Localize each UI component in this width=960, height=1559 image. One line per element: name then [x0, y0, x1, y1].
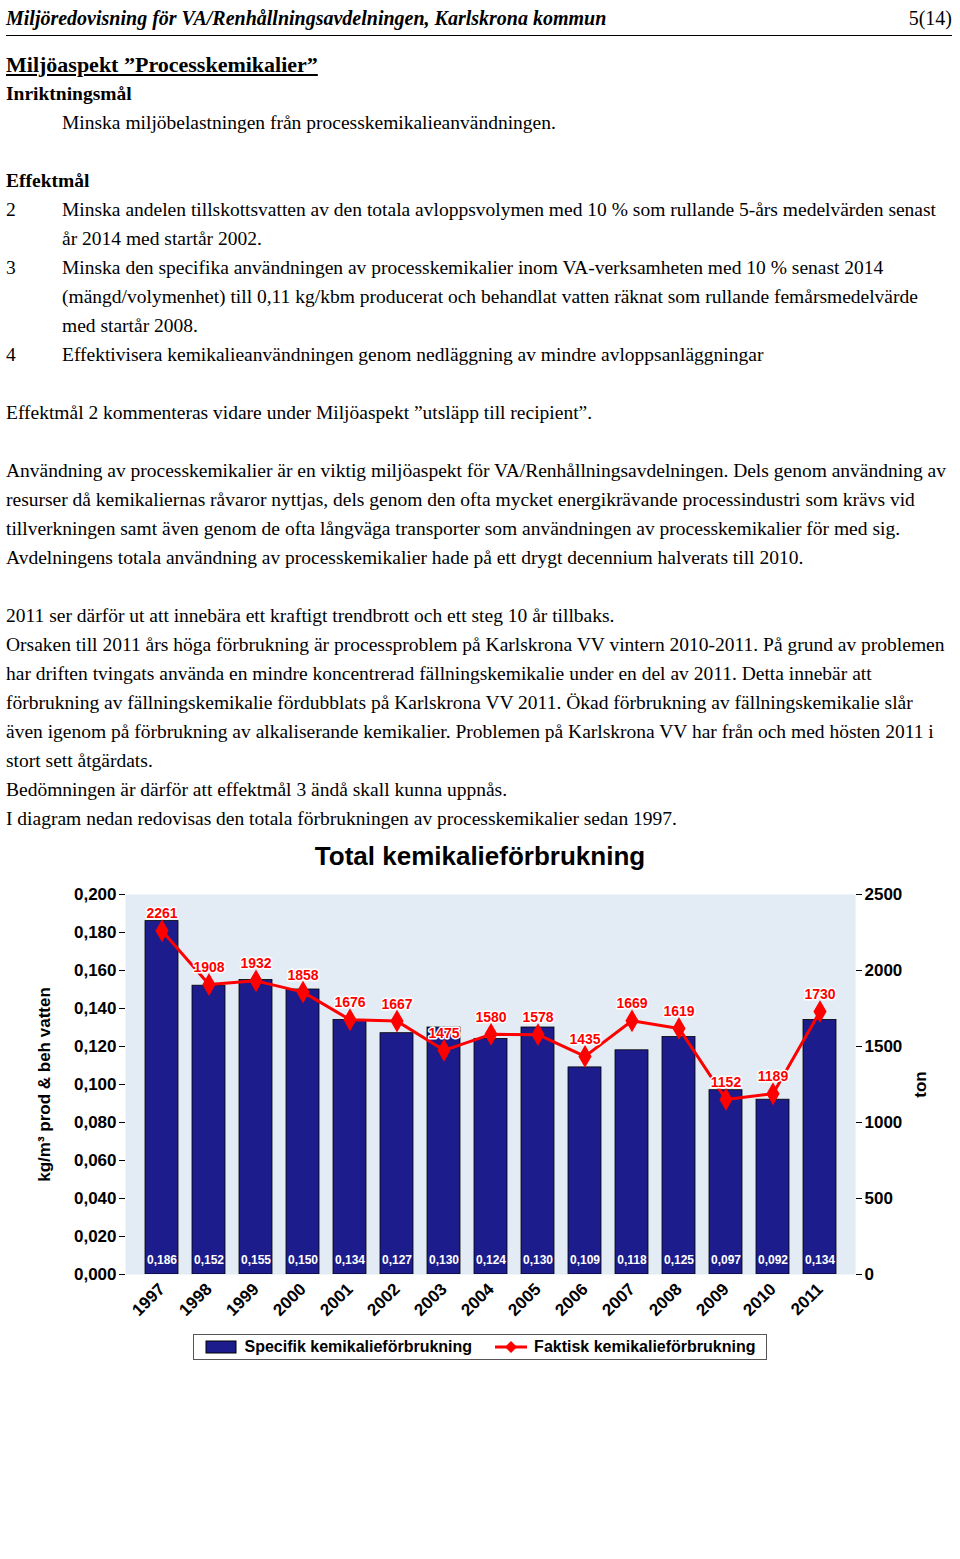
svg-text:0,152: 0,152 — [194, 1253, 224, 1267]
svg-text:0,100: 0,100 — [74, 1075, 117, 1094]
svg-text:0,140: 0,140 — [74, 999, 117, 1018]
svg-text:1908: 1908 — [193, 959, 224, 975]
svg-text:1667: 1667 — [381, 996, 412, 1012]
svg-text:0,120: 0,120 — [74, 1037, 117, 1056]
svg-text:2261: 2261 — [146, 905, 177, 921]
svg-text:1858: 1858 — [287, 967, 318, 983]
svg-text:2500: 2500 — [865, 885, 903, 904]
html-text:Bedömningen är därför att effe: Bedömningen är därför att effektmål 3 än… — [6, 779, 508, 800]
svg-text:0,020: 0,020 — [74, 1227, 117, 1246]
svg-text:500: 500 — [865, 1189, 893, 1208]
svg-text:0,180: 0,180 — [74, 923, 117, 942]
html-text:Specifik kemikalieförbrukning: Specifik kemikalieförbrukning — [244, 1338, 473, 1355]
html-text:Total kemikalieförbrukning: Total kemikalieförbrukning — [314, 841, 646, 871]
svg-text:1000: 1000 — [865, 1113, 903, 1132]
html-text:4: 4 — [6, 344, 16, 365]
html-text:Orsaken till 2011 års höga för: Orsaken till 2011 års höga förbrukning ä… — [6, 634, 945, 771]
svg-text:0,130: 0,130 — [429, 1253, 459, 1267]
svg-text:0,124: 0,124 — [476, 1253, 506, 1267]
html-text:Faktisk kemikalieförbrukning: Faktisk kemikalieförbrukning — [534, 1338, 756, 1355]
html-text:Avdelningens totala användning: Avdelningens totala användning av proces… — [6, 547, 804, 568]
svg-text:0,097: 0,097 — [711, 1253, 741, 1267]
svg-text:1580: 1580 — [475, 1009, 506, 1025]
svg-text:2000: 2000 — [865, 961, 903, 980]
html-text:Effektmål: Effektmål — [6, 170, 90, 191]
svg-text:0,118: 0,118 — [617, 1253, 647, 1267]
svg-text:1619: 1619 — [663, 1003, 694, 1019]
svg-text:0,040: 0,040 — [74, 1189, 117, 1208]
svg-text:0,000: 0,000 — [74, 1265, 117, 1284]
svg-text:2008: 2008 — [645, 1280, 685, 1320]
html-text:2011 ser därför ut att innebär: 2011 ser därför ut att innebära ett kraf… — [6, 605, 615, 626]
svg-text:0: 0 — [865, 1265, 874, 1284]
svg-text:0,186: 0,186 — [147, 1253, 177, 1267]
svg-text:1578: 1578 — [522, 1009, 553, 1025]
svg-text:2004: 2004 — [457, 1279, 498, 1320]
html-text:2: 2 — [6, 199, 16, 220]
svg-text:0,150: 0,150 — [288, 1253, 318, 1267]
svg-text:2010: 2010 — [739, 1280, 779, 1320]
svg-text:0,080: 0,080 — [74, 1113, 117, 1132]
svg-text:1999: 1999 — [222, 1280, 262, 1320]
svg-text:0,160: 0,160 — [74, 961, 117, 980]
html-text:Minska andelen tillskottsvatte: Minska andelen tillskottsvatten av den t… — [62, 199, 936, 249]
svg-text:1435: 1435 — [569, 1031, 600, 1047]
svg-text:2006: 2006 — [551, 1280, 591, 1320]
html-text:Minska miljöbelastningen från: Minska miljöbelastningen från processkem… — [62, 112, 556, 133]
svg-text:0,092: 0,092 — [758, 1253, 788, 1267]
svg-text:0,134: 0,134 — [335, 1253, 365, 1267]
svg-text:1676: 1676 — [334, 994, 365, 1010]
html-text:Användning av processkemikalie: Användning av processkemikalier är en vi… — [6, 460, 946, 539]
svg-text:kg/m³ prod & beh vatten: kg/m³ prod & beh vatten — [35, 987, 54, 1182]
html-text:Minska den specifika användnin: Minska den specifika användningen av pro… — [62, 257, 918, 336]
svg-text:0,060: 0,060 — [74, 1151, 117, 1170]
html-text:Effektivisera kemikalieanvändn: Effektivisera kemikalieanvändningen geno… — [62, 344, 764, 365]
svg-text:1998: 1998 — [175, 1280, 215, 1320]
html-text:I diagram nedan redovisas den: I diagram nedan redovisas den totala för… — [6, 808, 677, 829]
svg-text:1997: 1997 — [128, 1280, 168, 1320]
svg-text:1475: 1475 — [428, 1025, 459, 1041]
html-text:Inriktningsmål: Inriktningsmål — [6, 83, 132, 104]
svg-text:0,200: 0,200 — [74, 885, 117, 904]
svg-text:1152: 1152 — [711, 1074, 742, 1090]
svg-text:2003: 2003 — [410, 1280, 450, 1320]
html-text:3: 3 — [6, 257, 16, 278]
svg-text:2001: 2001 — [316, 1280, 356, 1320]
svg-text:2011: 2011 — [787, 1280, 827, 1320]
svg-text:0,155: 0,155 — [241, 1253, 271, 1267]
html-text:Miljöredovisning för VA/Renhål: Miljöredovisning för VA/Renhållningsavde… — [6, 7, 607, 29]
svg-text:0,130: 0,130 — [523, 1253, 553, 1267]
html-text:Effektmål 2 kommenteras vidare: Effektmål 2 kommenteras vidare under Mil… — [6, 402, 593, 423]
svg-text:0,127: 0,127 — [382, 1253, 412, 1267]
svg-text:0,125: 0,125 — [664, 1253, 694, 1267]
svg-text:2000: 2000 — [269, 1280, 309, 1320]
svg-text:1500: 1500 — [865, 1037, 903, 1056]
svg-text:1730: 1730 — [804, 986, 835, 1002]
svg-text:1669: 1669 — [616, 995, 647, 1011]
svg-text:2002: 2002 — [363, 1280, 403, 1320]
html-text:5(14): 5(14) — [908, 7, 952, 29]
svg-text:1932: 1932 — [240, 955, 271, 971]
svg-text:1189: 1189 — [758, 1068, 789, 1084]
svg-text:2007: 2007 — [598, 1280, 638, 1320]
html-text:Miljöaspekt ”Processkemikalier: Miljöaspekt ”Processkemikalier” — [6, 52, 318, 77]
svg-text:0,109: 0,109 — [570, 1253, 600, 1267]
svg-text:2005: 2005 — [504, 1280, 544, 1320]
svg-text:0,134: 0,134 — [805, 1253, 835, 1267]
svg-text:2009: 2009 — [692, 1280, 732, 1320]
svg-text:ton: ton — [911, 1071, 930, 1097]
